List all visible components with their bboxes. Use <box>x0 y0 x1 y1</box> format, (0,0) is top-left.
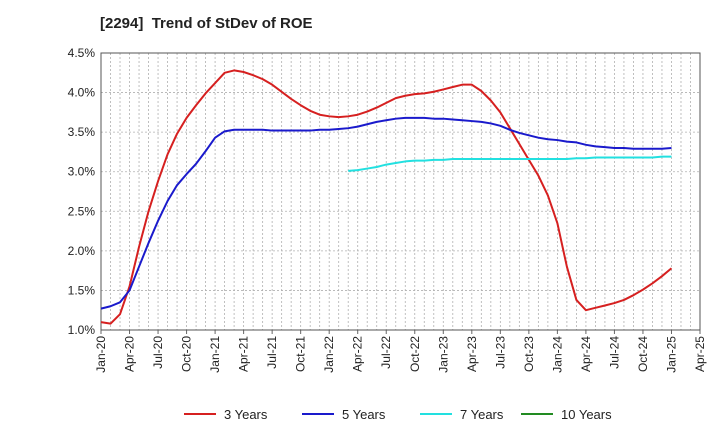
y-tick-label: 4.0% <box>68 86 96 100</box>
x-tick-label: Oct-21 <box>294 336 308 372</box>
x-tick-label: Oct-20 <box>180 336 194 372</box>
x-tick-label: Jan-23 <box>436 336 450 373</box>
legend-label-7-years: 7 Years <box>460 407 504 422</box>
x-tick-label: Jul-24 <box>607 336 621 369</box>
series-line-3-years <box>100 69 673 325</box>
y-tick-label: 3.0% <box>68 165 96 179</box>
chart-title: [2294] Trend of StDev of ROE <box>100 15 313 32</box>
x-tick-label: Apr-25 <box>693 336 707 372</box>
y-tick-label: 4.5% <box>68 46 96 60</box>
x-tick-label: Apr-24 <box>579 336 593 372</box>
y-tick-label: 2.5% <box>68 204 96 218</box>
x-tick-label: Jul-23 <box>493 336 507 369</box>
x-tick-label: Jan-24 <box>550 336 564 373</box>
x-tick-label: Jul-21 <box>265 336 279 369</box>
x-tick-label: Jan-21 <box>208 336 222 373</box>
legend-label-5-years: 5 Years <box>342 407 386 422</box>
x-tick-label: Oct-22 <box>408 336 422 372</box>
x-tick-label: Jan-22 <box>322 336 336 373</box>
y-tick-label: 1.5% <box>68 283 96 297</box>
x-tick-label: Apr-20 <box>123 336 137 372</box>
legend-label-10-years: 10 Years <box>561 407 612 422</box>
x-tick-label: Apr-22 <box>351 336 365 372</box>
x-tick-label: Jul-22 <box>379 336 393 369</box>
x-tick-label: Oct-23 <box>522 336 536 372</box>
series-line-7-years <box>348 155 672 172</box>
plot-area-frame <box>100 52 701 331</box>
y-tick-label: 2.0% <box>68 244 96 258</box>
series-line-5-years <box>100 116 672 310</box>
x-tick-label: Jan-20 <box>94 336 108 373</box>
x-tick-label: Oct-24 <box>636 336 650 372</box>
legend-label-3-years: 3 Years <box>224 407 268 422</box>
x-tick-label: Jul-20 <box>151 336 165 369</box>
y-tick-label: 1.0% <box>68 323 96 337</box>
x-tick-label: Apr-21 <box>237 336 251 372</box>
x-tick-label: Apr-23 <box>465 336 479 372</box>
x-tick-label: Jan-25 <box>664 336 678 373</box>
y-tick-label: 3.5% <box>68 125 96 139</box>
